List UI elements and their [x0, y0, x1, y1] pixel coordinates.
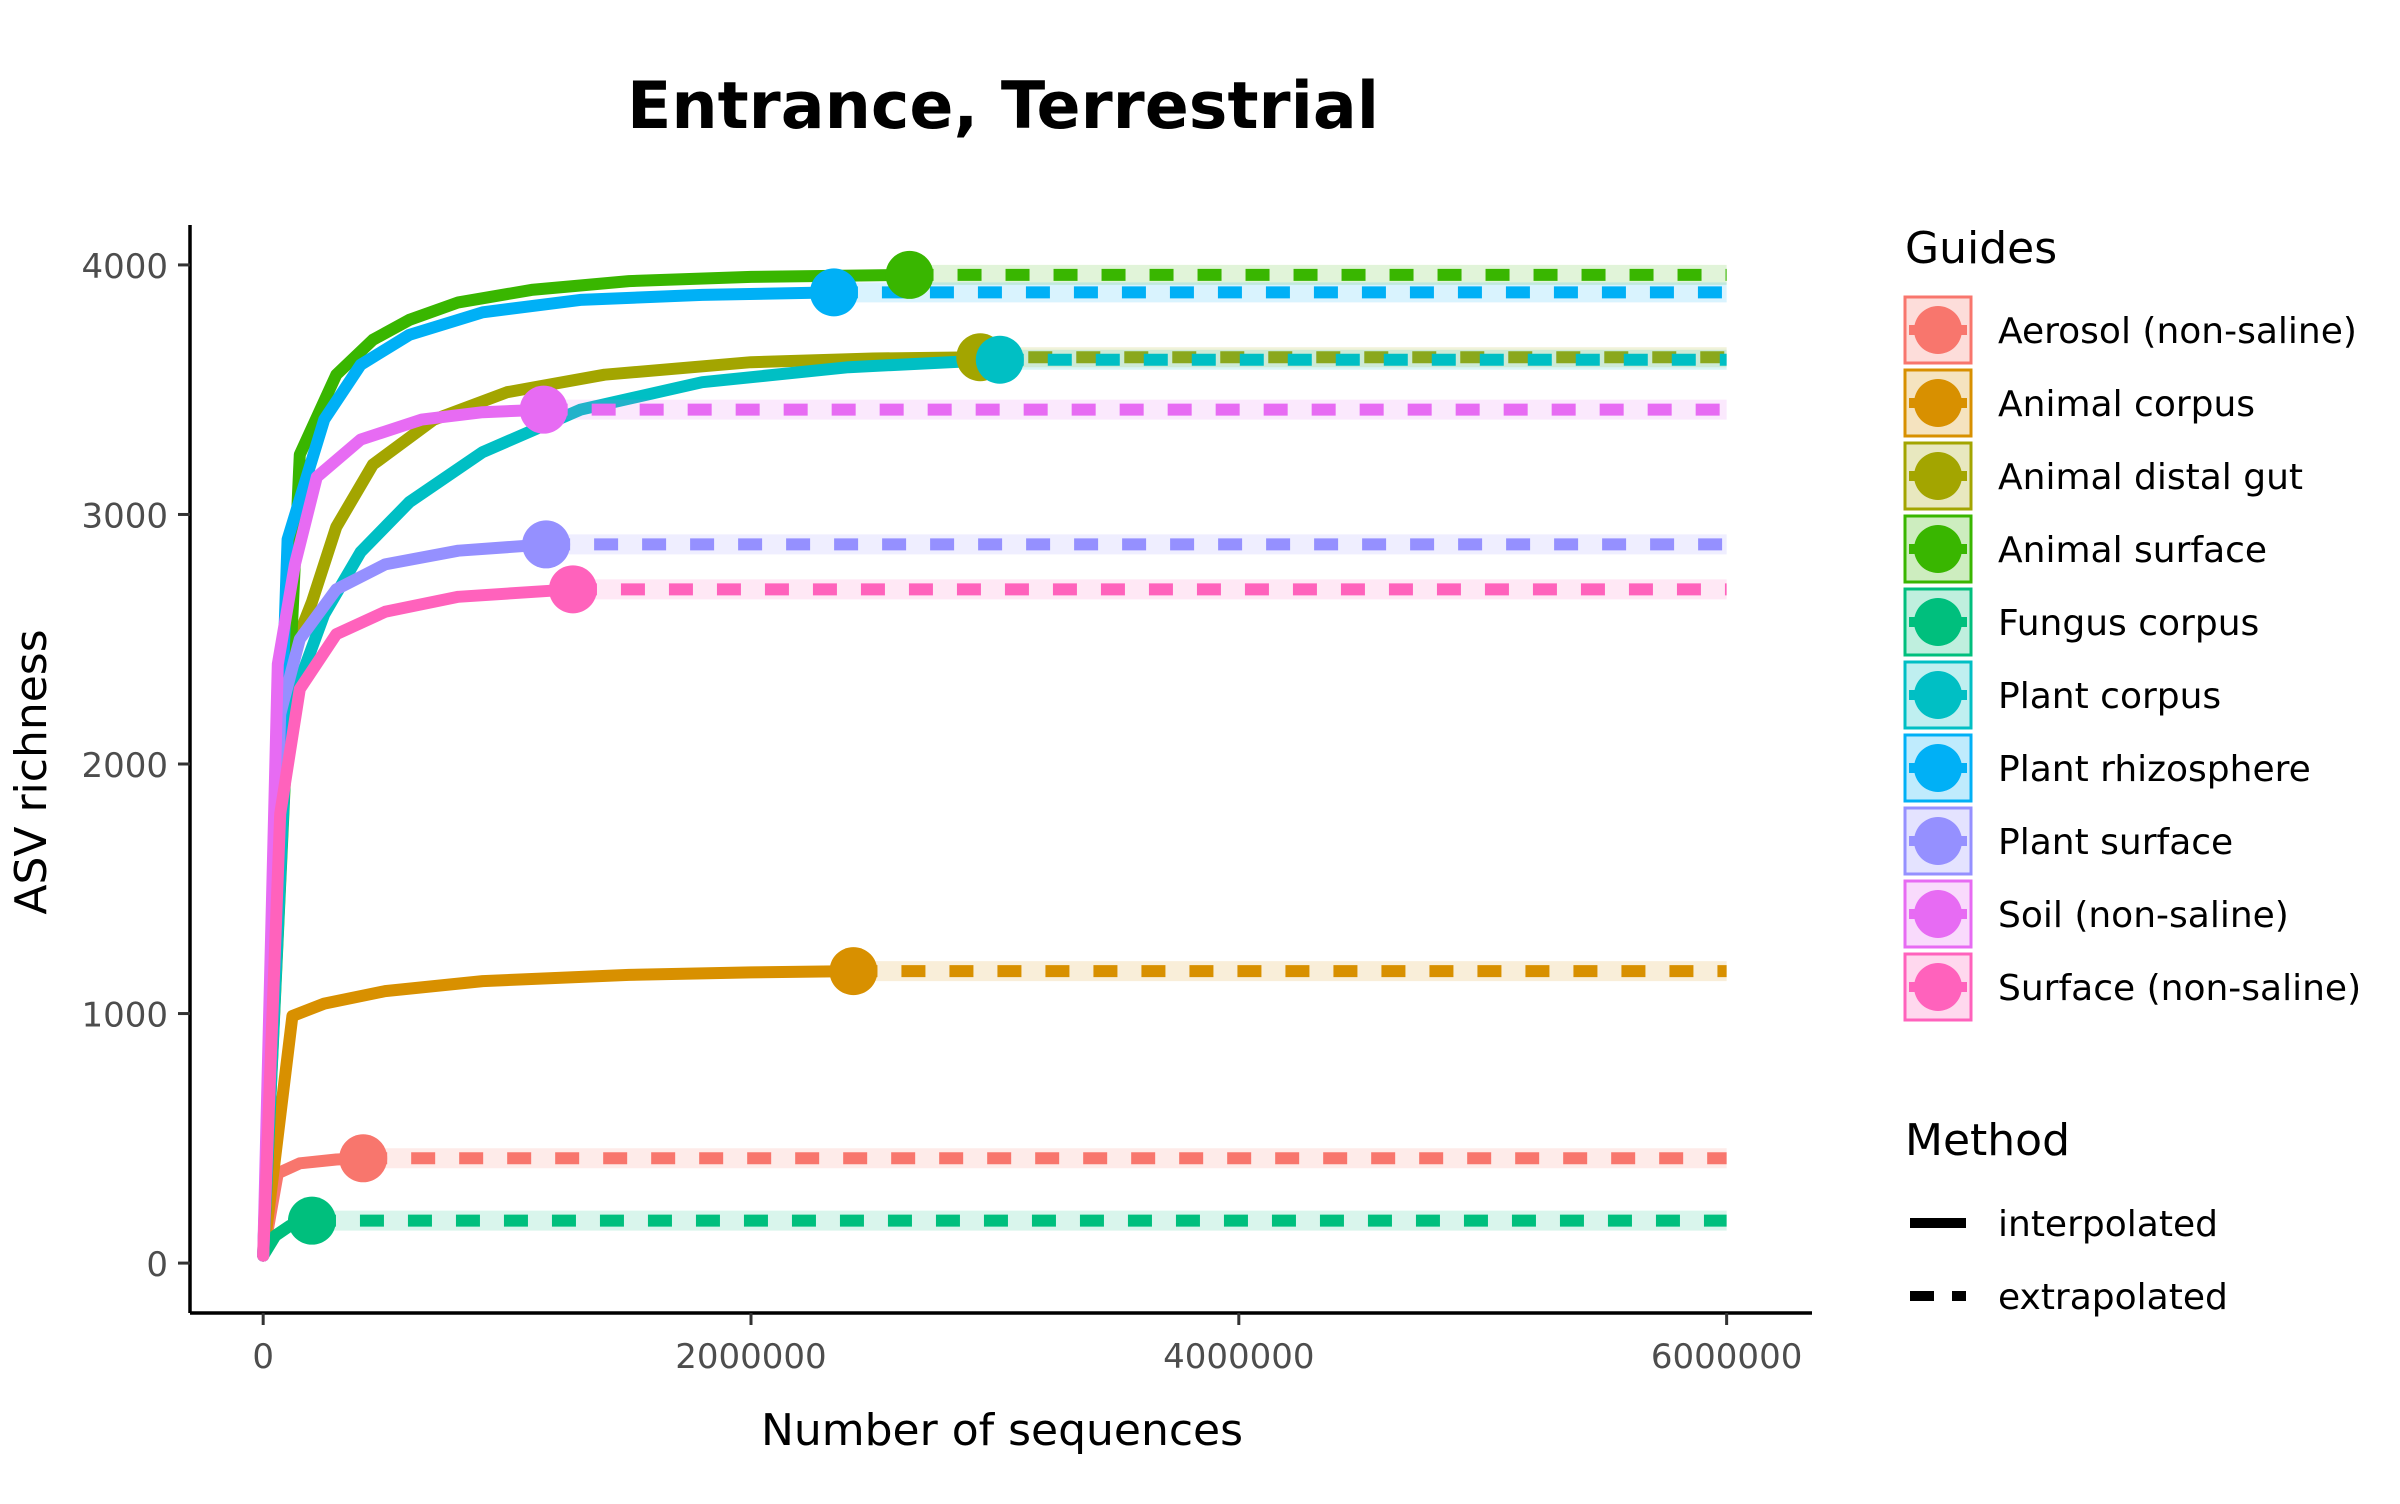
- method-legend-item-1: extrapolated: [1910, 1277, 2228, 1318]
- legend-label: Animal corpus: [1998, 384, 2255, 425]
- interpolated-line: [257, 965, 860, 1262]
- y-tick-label: 2000: [81, 746, 168, 786]
- interpolated-line: [257, 268, 916, 1262]
- legend-item-8: Soil (non-saline): [1903, 879, 2289, 949]
- legend-item-0: Aerosol (non-saline): [1903, 295, 2357, 365]
- legend-item-7: Plant surface: [1903, 806, 2233, 876]
- series-3: [257, 264, 1727, 1262]
- chart-title: Entrance, Terrestrial: [627, 69, 1379, 144]
- legend-key-point: [1914, 671, 1962, 719]
- y-axis-title: ASV richness: [6, 629, 57, 914]
- x-tick-label: 2000000: [675, 1337, 826, 1377]
- series-9: [257, 579, 1727, 1262]
- method-label: extrapolated: [1998, 1277, 2228, 1318]
- y-tick-label: 0: [146, 1245, 168, 1285]
- legend-label: Animal distal gut: [1998, 457, 2303, 498]
- legend-key-point: [1914, 379, 1962, 427]
- legend-label: Surface (non-saline): [1998, 968, 2361, 1009]
- x-tick-label: 0: [252, 1337, 274, 1377]
- legend-key-point: [1914, 817, 1962, 865]
- legend-key-point: [1914, 306, 1962, 354]
- interpolated-line: [257, 286, 840, 1262]
- x-axis-title: Number of sequences: [761, 1405, 1243, 1456]
- plot-area: [257, 250, 1727, 1262]
- observed-point-9: [548, 565, 597, 614]
- x-tick-label: 4000000: [1163, 1337, 1314, 1377]
- series-2: [257, 347, 1727, 1262]
- series-1: [257, 961, 1727, 1262]
- legend-item-3: Animal surface: [1903, 514, 2267, 584]
- interpolated-line: [257, 353, 1006, 1262]
- legend-label: Fungus corpus: [1998, 603, 2259, 644]
- legend-key-point: [1914, 744, 1962, 792]
- legend-item-9: Surface (non-saline): [1903, 952, 2361, 1022]
- legend: Guides Aerosol (non-saline) Animal corpus A…: [1903, 223, 2361, 1318]
- legend-key-point: [1914, 525, 1962, 573]
- legend-label: Aerosol (non-saline): [1998, 311, 2357, 352]
- legend-item-2: Animal distal gut: [1903, 441, 2303, 511]
- series-8: [257, 399, 1727, 1262]
- observed-point-7: [522, 520, 571, 569]
- legend-label: Soil (non-saline): [1998, 895, 2289, 936]
- legend-label: Plant surface: [1998, 822, 2233, 863]
- observed-point-6: [809, 268, 858, 317]
- observed-point-4: [287, 1196, 336, 1245]
- y-tick-label: 1000: [81, 996, 168, 1036]
- series-6: [257, 282, 1727, 1262]
- series-0: [257, 1148, 1727, 1262]
- legend-label: Plant rhizosphere: [1998, 749, 2311, 790]
- legend-label: Plant corpus: [1998, 676, 2221, 717]
- series-5: [257, 349, 1727, 1262]
- observed-point-3: [885, 250, 934, 299]
- interpolated-line: [257, 583, 579, 1262]
- y-tick-label: 4000: [81, 247, 168, 287]
- method-legend-item-0: interpolated: [1910, 1204, 2218, 1245]
- method-label: interpolated: [1998, 1204, 2218, 1245]
- legend-item-1: Animal corpus: [1903, 368, 2255, 438]
- observed-point-8: [519, 385, 568, 434]
- method-legend-title: Method: [1905, 1115, 2070, 1166]
- legend-label: Animal surface: [1998, 530, 2267, 571]
- interpolated-line: [257, 403, 550, 1262]
- axes: 0 1000 2000 3000 4000 0 2000000 4000000 6000000: [81, 225, 1812, 1377]
- x-tick-label: 6000000: [1651, 1337, 1802, 1377]
- observed-point-1: [829, 947, 878, 996]
- legend-item-6: Plant rhizosphere: [1903, 733, 2311, 803]
- series-4: [257, 1210, 1727, 1262]
- legend-key-point: [1914, 890, 1962, 938]
- observed-point-0: [339, 1134, 388, 1183]
- legend-item-5: Plant corpus: [1903, 660, 2221, 730]
- legend-key-point: [1914, 452, 1962, 500]
- legend-title: Guides: [1905, 223, 2057, 274]
- legend-key-point: [1914, 598, 1962, 646]
- observed-point-5: [975, 335, 1024, 384]
- interpolated-line: [257, 351, 987, 1262]
- y-tick-label: 3000: [81, 496, 168, 536]
- legend-key-point: [1914, 963, 1962, 1011]
- legend-item-4: Fungus corpus: [1903, 587, 2259, 657]
